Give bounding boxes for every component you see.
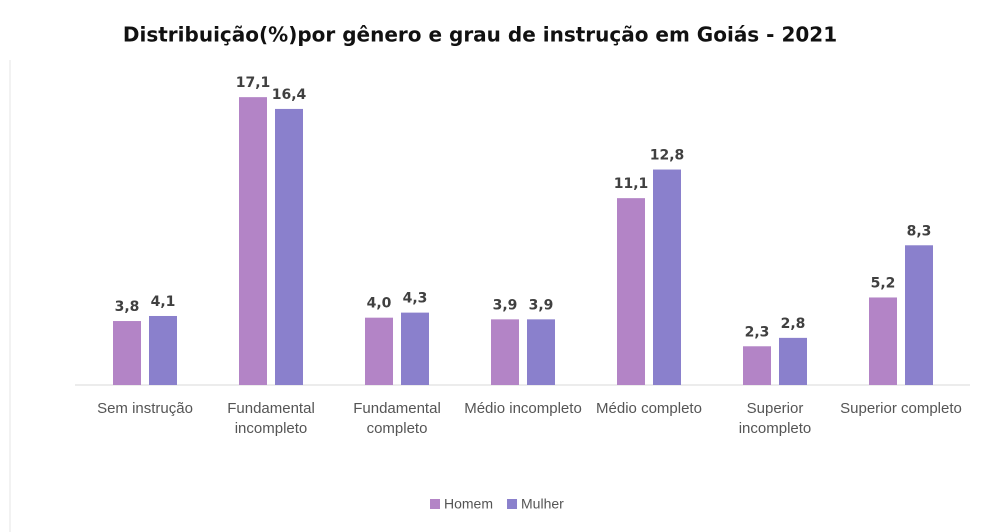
data-label: 4,1 — [151, 294, 176, 310]
bar — [779, 337, 807, 385]
data-label: 3,8 — [115, 299, 140, 315]
bar — [149, 315, 177, 385]
legend-swatch — [430, 499, 440, 509]
bar — [491, 319, 519, 385]
data-label: 4,0 — [367, 296, 392, 312]
bar — [365, 317, 393, 385]
data-label: 4,3 — [403, 291, 428, 307]
data-label: 11,1 — [614, 176, 649, 192]
bar — [275, 108, 303, 385]
data-label: 3,9 — [493, 297, 518, 313]
x-tick-label: Superior completo — [840, 400, 962, 417]
x-tick-label: Médio completo — [596, 400, 702, 417]
data-label: 2,8 — [781, 316, 806, 332]
legend-label: Homem — [444, 496, 493, 512]
bar — [653, 169, 681, 385]
data-label: 5,2 — [871, 275, 896, 291]
x-tick-label: Fundamental completo — [353, 400, 441, 437]
legend-swatch — [507, 499, 518, 509]
chart-title: Distribuição(%)por gênero e grau de inst… — [123, 23, 837, 47]
bar — [239, 97, 267, 386]
data-label: 17,1 — [236, 75, 271, 91]
bar — [869, 297, 897, 385]
x-tick-label: Fundamental incompleto — [227, 400, 315, 437]
data-label: 2,3 — [745, 324, 770, 340]
bar — [113, 321, 141, 385]
data-label: 12,8 — [650, 148, 685, 164]
bar — [401, 312, 429, 385]
data-label: 8,3 — [907, 223, 932, 239]
bar — [527, 319, 555, 385]
data-label: 3,9 — [529, 297, 554, 313]
bar — [905, 245, 933, 385]
data-label: 16,4 — [272, 87, 307, 103]
x-tick-label: Sem instrução — [97, 400, 193, 417]
x-tick-label: Superior incompleto — [738, 400, 812, 437]
legend-label: Mulher — [521, 496, 564, 512]
x-tick-label: Médio incompleto — [464, 400, 582, 417]
bar — [743, 346, 771, 385]
bar — [617, 198, 645, 385]
